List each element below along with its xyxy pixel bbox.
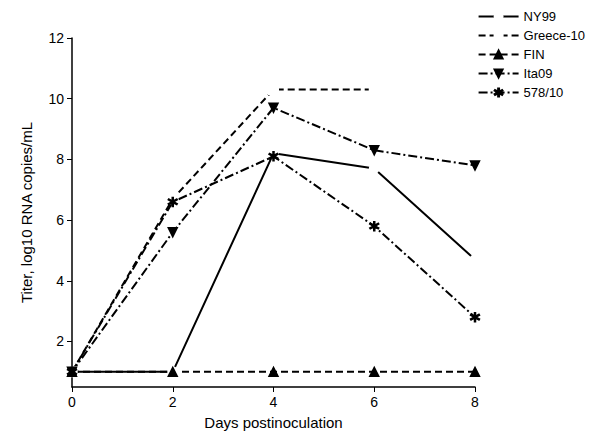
svg-text:578/10: 578/10 xyxy=(524,85,564,100)
svg-text:Days postinoculation: Days postinoculation xyxy=(204,414,342,431)
svg-text:0: 0 xyxy=(68,394,76,410)
svg-text:12: 12 xyxy=(48,30,64,46)
svg-text:2: 2 xyxy=(169,394,177,410)
svg-text:Titer, log10 RNA copies/mL: Titer, log10 RNA copies/mL xyxy=(18,122,35,303)
svg-text:6: 6 xyxy=(370,394,378,410)
svg-text:8: 8 xyxy=(56,151,64,167)
svg-text:NY99: NY99 xyxy=(524,9,557,24)
svg-text:FIN: FIN xyxy=(524,47,545,62)
svg-text:4: 4 xyxy=(56,273,64,289)
svg-text:4: 4 xyxy=(270,394,278,410)
svg-text:8: 8 xyxy=(471,394,479,410)
svg-text:2: 2 xyxy=(56,333,64,349)
svg-text:10: 10 xyxy=(48,91,64,107)
svg-text:6: 6 xyxy=(56,212,64,228)
svg-text:Greece-10: Greece-10 xyxy=(524,28,585,43)
svg-text:Ita09: Ita09 xyxy=(524,66,553,81)
